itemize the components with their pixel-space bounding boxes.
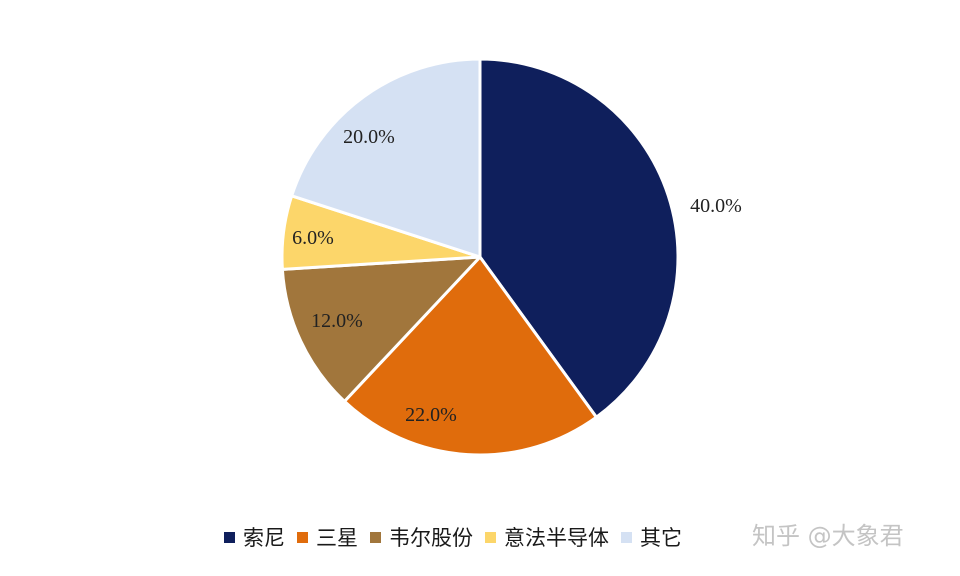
legend-swatch-3 <box>485 531 496 543</box>
data-label-2: 12.0% <box>311 310 363 332</box>
legend: 索尼 三星 韦尔股份 意法半导体 其它 <box>224 522 694 552</box>
legend-item-3: 意法半导体 <box>485 522 609 552</box>
legend-item-0: 索尼 <box>224 522 285 552</box>
watermark: 知乎 @大象君 <box>752 522 904 550</box>
legend-label-4: 其它 <box>640 526 682 550</box>
legend-label-1: 三星 <box>316 526 358 550</box>
legend-label-2: 韦尔股份 <box>389 526 473 550</box>
legend-swatch-4 <box>621 531 632 543</box>
data-label-0: 40.0% <box>690 195 742 217</box>
legend-item-1: 三星 <box>297 522 358 552</box>
pie-slice-0 <box>478 57 680 419</box>
legend-swatch-0 <box>224 531 235 543</box>
data-label-3: 6.0% <box>292 227 334 249</box>
data-label-1: 22.0% <box>405 404 457 426</box>
pie-slice-1 <box>342 255 598 457</box>
legend-label-0: 索尼 <box>243 526 285 550</box>
pie-slice-2 <box>280 255 482 403</box>
legend-item-4: 其它 <box>621 522 682 552</box>
pie-slices <box>280 57 680 457</box>
legend-label-3: 意法半导体 <box>504 526 609 550</box>
pie-labels: 40.0% 22.0% 12.0% 6.0% 20.0% <box>292 126 742 426</box>
legend-swatch-1 <box>297 531 308 543</box>
legend-swatch-2 <box>370 531 381 543</box>
legend-item-2: 韦尔股份 <box>370 522 473 552</box>
pie-slice-4 <box>290 57 482 259</box>
data-label-4: 20.0% <box>343 126 395 148</box>
